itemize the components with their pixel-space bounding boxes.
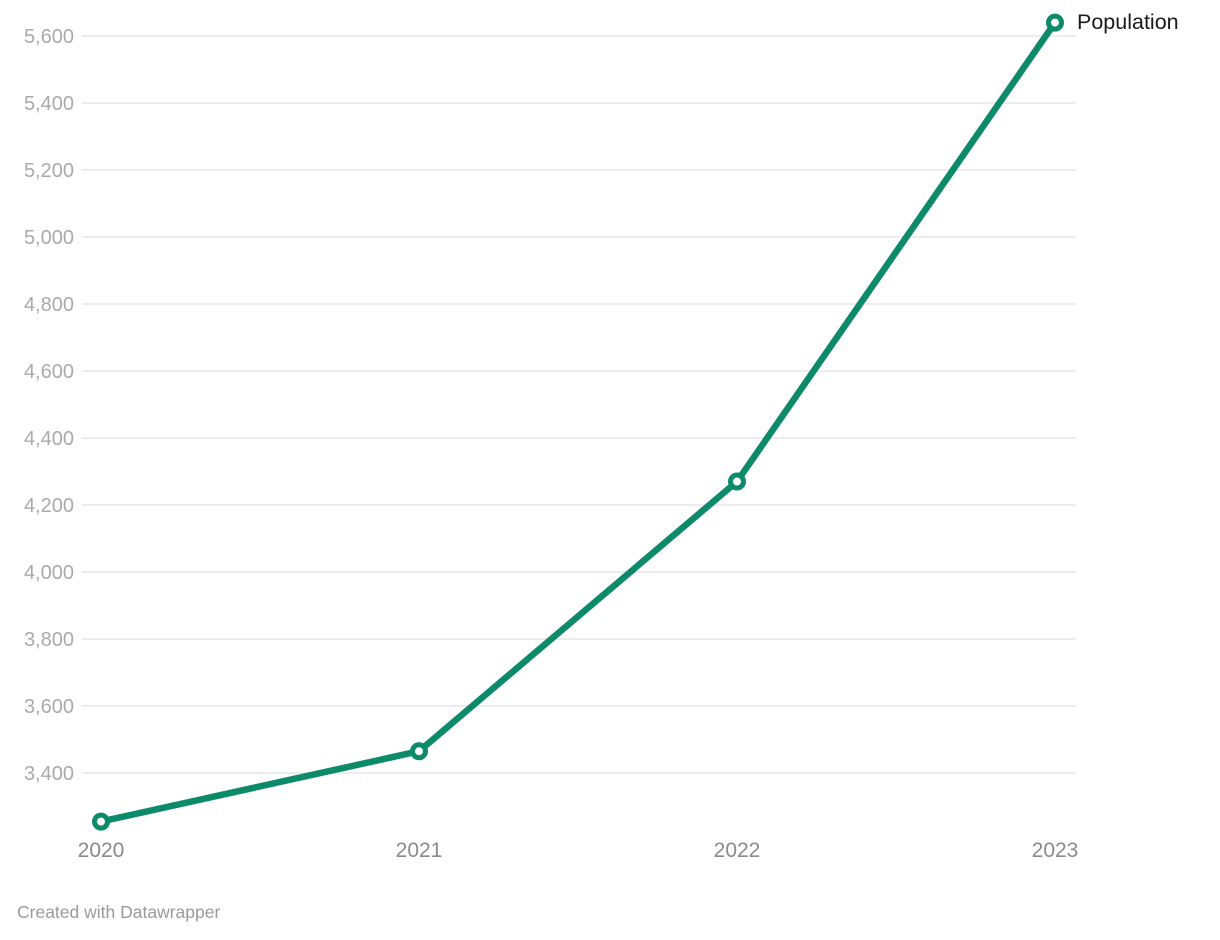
y-axis-tick-label: 3,600 [24,696,74,718]
x-axis-tick-label: 2023 [1032,839,1079,862]
datawrapper-credit-link[interactable]: Created with Datawrapper [17,902,221,922]
x-axis-tick-label: 2022 [714,839,761,862]
y-axis-tick-label: 4,600 [24,361,74,383]
y-axis-tick-label: 5,200 [24,160,74,182]
y-axis-tick-label: 5,000 [24,227,74,249]
y-axis-tick-label: 3,400 [24,763,74,785]
x-axis-tick-label: 2021 [396,839,443,862]
data-point-marker-2021[interactable] [410,742,428,761]
data-point-marker-2023[interactable] [1046,13,1064,32]
y-axis-tick-label: 4,400 [24,428,74,450]
y-axis-tick-label: 3,800 [24,629,74,651]
series-label-population: Population [1077,10,1179,34]
data-point-marker-2022[interactable] [728,472,746,491]
population-line [97,19,1059,825]
x-axis-tick-label: 2020 [78,839,125,862]
y-axis-tick-label: 4,200 [24,495,74,517]
data-point-marker-2020[interactable] [92,812,110,831]
population-line-chart: 3,400 3,600 3,800 4,000 4,200 4,400 4,600 4,800… [24,13,1079,862]
y-axis-tick-label: 5,400 [24,93,74,115]
y-axis-tick-label: 5,600 [24,26,74,48]
y-axis-tick-label: 4,800 [24,294,74,316]
y-axis-tick-label: 4,000 [24,562,74,584]
